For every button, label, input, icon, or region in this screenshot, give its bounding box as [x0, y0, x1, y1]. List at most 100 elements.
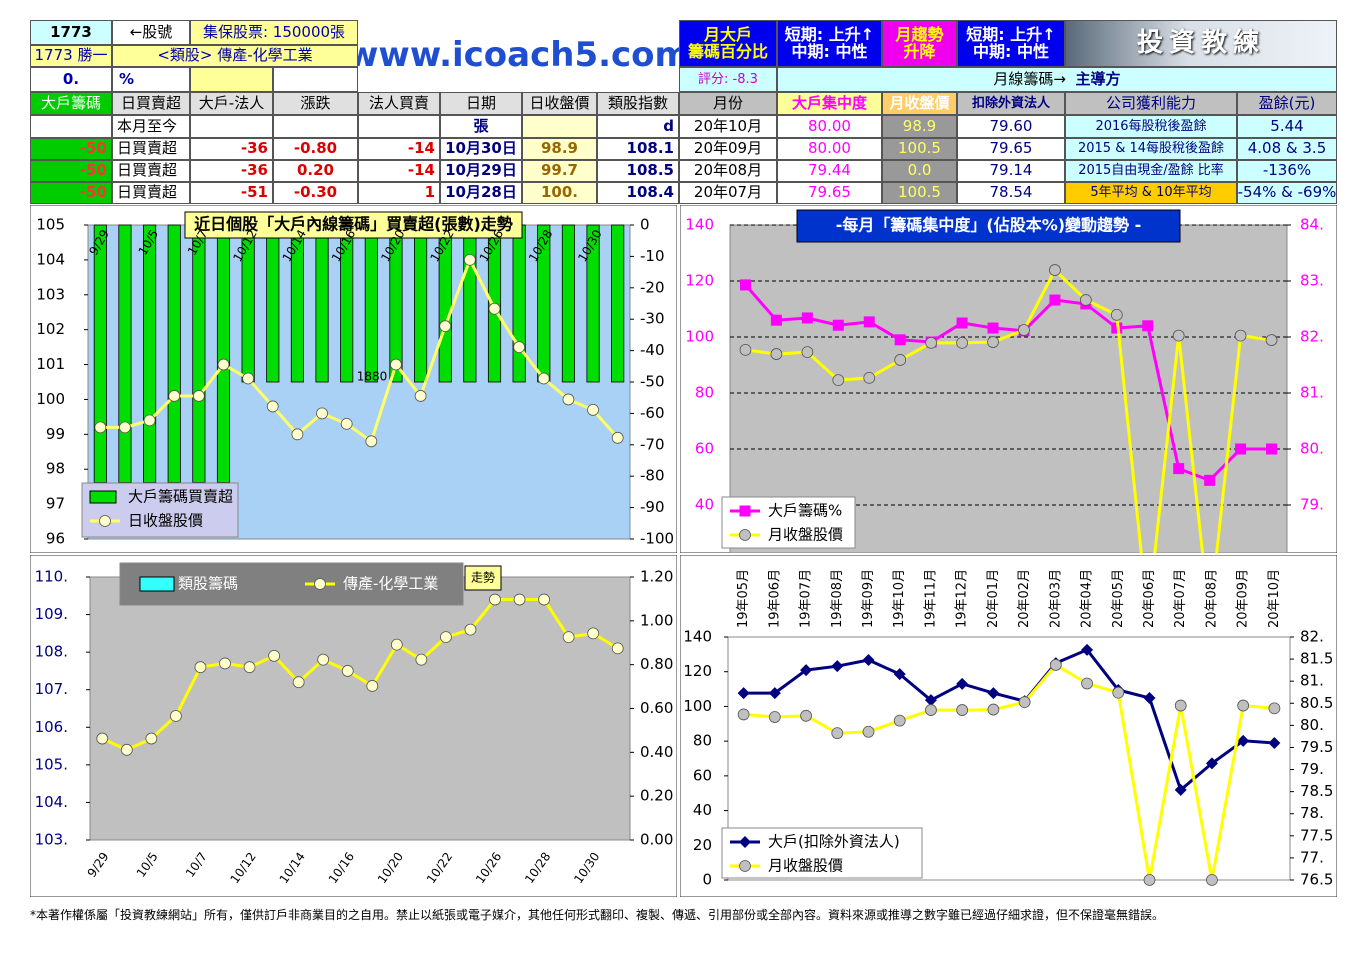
bar: [611, 224, 625, 383]
marker: [800, 664, 813, 677]
x-tick-label: 20年02月: [1017, 569, 1032, 628]
table-cell: -50: [30, 138, 112, 160]
y-tick-label: 104.: [35, 793, 68, 811]
marker: [894, 354, 907, 366]
y-tick-label: 140: [683, 628, 712, 646]
table-cell: 20年09月: [679, 138, 777, 160]
table-cell: 日買賣超: [112, 138, 190, 160]
annotation: 1880: [357, 370, 388, 384]
plot-area: [89, 576, 631, 841]
y2-tick-label: 82.: [1300, 628, 1324, 646]
y2-tick-label: 79.: [1300, 760, 1324, 778]
marker: [801, 346, 814, 359]
table-cell: 0.0: [882, 160, 957, 182]
column-header: 公司獲利能力: [1065, 92, 1237, 115]
y-tick-label: 106.: [35, 718, 68, 736]
table-cell: -51: [190, 182, 273, 204]
y2-tick-label: 0.40: [640, 743, 673, 761]
x-tick-label: 20年07月: [1173, 569, 1188, 628]
marker: [1235, 443, 1247, 455]
table-cell: 108.4: [597, 182, 679, 204]
title-box: [796, 209, 1181, 243]
table-cell: 日買賣超: [112, 182, 190, 204]
marker: [1174, 699, 1187, 712]
marker: [217, 358, 230, 371]
stock-code: 1773: [30, 20, 112, 45]
marker: [800, 709, 812, 722]
marker: [956, 704, 969, 716]
marker: [1237, 734, 1250, 747]
y2-tick-label: 78.: [1300, 804, 1324, 822]
y-tick-label: 120: [683, 662, 712, 680]
marker: [831, 660, 844, 673]
marker: [314, 578, 326, 590]
legend-label: 大戶籌碼%: [768, 502, 842, 520]
marker: [562, 393, 575, 406]
marker: [862, 725, 875, 738]
table-cell: 4.08 & 3.5: [1237, 138, 1337, 160]
marker: [863, 371, 876, 384]
table-cell: -36: [190, 138, 273, 160]
y2-tick-label: 83.: [1300, 272, 1324, 290]
marker: [832, 374, 845, 387]
marker: [987, 687, 1000, 700]
marker: [1206, 874, 1218, 886]
table-cell: 108.5: [597, 160, 679, 182]
line: 月大戶: [703, 24, 752, 44]
annotation-box: [464, 565, 502, 591]
y-tick-label: 60: [695, 440, 714, 458]
y-tick-label: 96: [46, 530, 65, 548]
marker: [390, 358, 402, 371]
y2-tick-label: 82.: [1300, 328, 1324, 346]
score: 評分: -8.3: [679, 67, 777, 92]
marker: [1266, 443, 1278, 455]
marker: [291, 428, 304, 441]
bar: [561, 224, 575, 383]
table-cell: 108.1: [597, 138, 679, 160]
marker: [145, 732, 158, 745]
table-cell: 1: [358, 182, 440, 204]
marker: [292, 676, 305, 689]
y2-tick-label: -30: [640, 310, 665, 328]
marker: [768, 711, 781, 723]
chart-panel: 96979899100101102103104105-100-90-80-70-…: [30, 205, 677, 553]
table-cell: 0.20: [273, 160, 358, 182]
marker: [739, 860, 751, 872]
marker: [1234, 329, 1247, 342]
ratio-value: 0.: [30, 67, 112, 92]
table-cell: 10月29日: [440, 160, 522, 182]
x-tick-label: 19年12月: [955, 569, 970, 628]
marker: [513, 593, 526, 606]
y-tick-label: 80: [695, 384, 714, 402]
line: [745, 267, 1272, 553]
marker: [317, 653, 330, 666]
monthly-chips: 月線籌碼→ 主導方: [777, 67, 1337, 92]
y-tick-label: 100: [683, 697, 712, 715]
marker: [96, 732, 109, 745]
table-cell: 5年平均 & 10年平均: [1065, 182, 1237, 204]
marker: [832, 319, 844, 331]
marker: [1049, 294, 1061, 306]
x-tick-label: 20年04月: [1080, 569, 1095, 628]
x-tick-label: 19年07月: [799, 569, 814, 628]
y2-tick-label: -50: [640, 373, 665, 391]
y2-tick-label: 0.60: [640, 699, 673, 717]
legend-box: [721, 827, 923, 879]
table-cell: 79.44: [777, 160, 882, 182]
marker: [893, 668, 906, 681]
line: [100, 256, 619, 444]
table-cell: -54% & -69%: [1237, 182, 1337, 204]
y-tick-label: 105.: [35, 755, 68, 773]
marker: [266, 400, 279, 413]
table-cell: [358, 115, 440, 138]
bar: [118, 224, 132, 483]
marker: [366, 680, 379, 692]
y2-tick-label: 81.: [1300, 672, 1324, 690]
y2-tick-label: -80: [640, 467, 665, 485]
y-tick-label: 104: [36, 250, 65, 268]
bar: [192, 224, 206, 483]
x-tick-label: 19年08月: [830, 569, 845, 628]
column-header: 漲跌: [273, 92, 358, 115]
marker: [737, 708, 750, 721]
